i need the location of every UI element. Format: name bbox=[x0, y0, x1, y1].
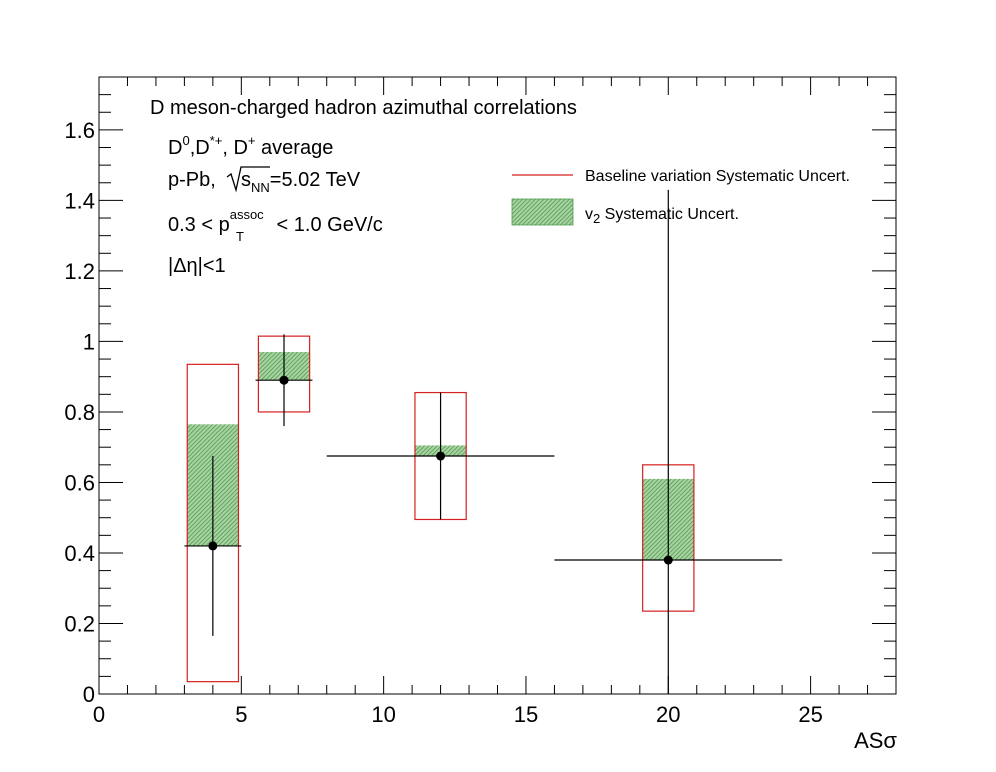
data-points bbox=[184, 189, 783, 694]
x-axis-label: ASσ bbox=[854, 728, 897, 753]
data-point bbox=[208, 541, 218, 551]
y-tick-label: 0 bbox=[83, 682, 95, 707]
data-point bbox=[279, 375, 289, 385]
x-tick-label: 15 bbox=[514, 702, 538, 727]
x-tick-label: 20 bbox=[656, 702, 680, 727]
data-point bbox=[436, 451, 446, 461]
chart-title: D meson-charged hadron azimuthal correla… bbox=[150, 97, 577, 119]
eta-annotation: |Δη|<1 bbox=[168, 255, 226, 277]
x-tick-labels: 0 5 10 15 20 25 bbox=[93, 702, 823, 727]
y-tick-label: 0.2 bbox=[64, 611, 95, 636]
legend-v2-label: v2 Systematic Uncert. bbox=[585, 206, 739, 226]
y-tick-label: 0.6 bbox=[64, 470, 95, 495]
axis-ticks bbox=[98, 76, 897, 695]
x-tick-label: 25 bbox=[798, 702, 822, 727]
species-annotation: D0,D*+, D+ average bbox=[168, 133, 333, 159]
system-annotation: p-Pb, sNN=5.02 TeV bbox=[168, 166, 361, 195]
y-tick-label: 0.8 bbox=[64, 400, 95, 425]
pt-annotation: 0.3 < passoc T < 1.0 GeV/c bbox=[168, 207, 383, 244]
x-tick-label: 10 bbox=[371, 702, 395, 727]
x-tick-label: 0 bbox=[93, 702, 105, 727]
svg-text:p-Pb,: p-Pb, bbox=[168, 169, 216, 191]
y-tick-label: 1 bbox=[83, 329, 95, 354]
legend-v2-swatch bbox=[511, 198, 574, 226]
data-point bbox=[663, 555, 673, 565]
y-tick-labels: 0 0.2 0.4 0.6 0.8 1 1.2 1.4 1.6 bbox=[64, 118, 95, 707]
y-tick-label: 1.6 bbox=[64, 118, 95, 143]
y-tick-label: 1.4 bbox=[64, 188, 95, 213]
baseline-systematic-box bbox=[186, 363, 240, 683]
svg-text:sNN=5.02 TeV: sNN=5.02 TeV bbox=[241, 169, 361, 195]
legend: Baseline variation Systematic Uncert. v2… bbox=[511, 168, 850, 226]
x-tick-label: 5 bbox=[235, 702, 247, 727]
legend-baseline-label: Baseline variation Systematic Uncert. bbox=[585, 168, 850, 185]
y-tick-label: 0.4 bbox=[64, 541, 95, 566]
sqrt-sign bbox=[226, 166, 270, 193]
y-tick-label: 1.2 bbox=[64, 259, 95, 284]
